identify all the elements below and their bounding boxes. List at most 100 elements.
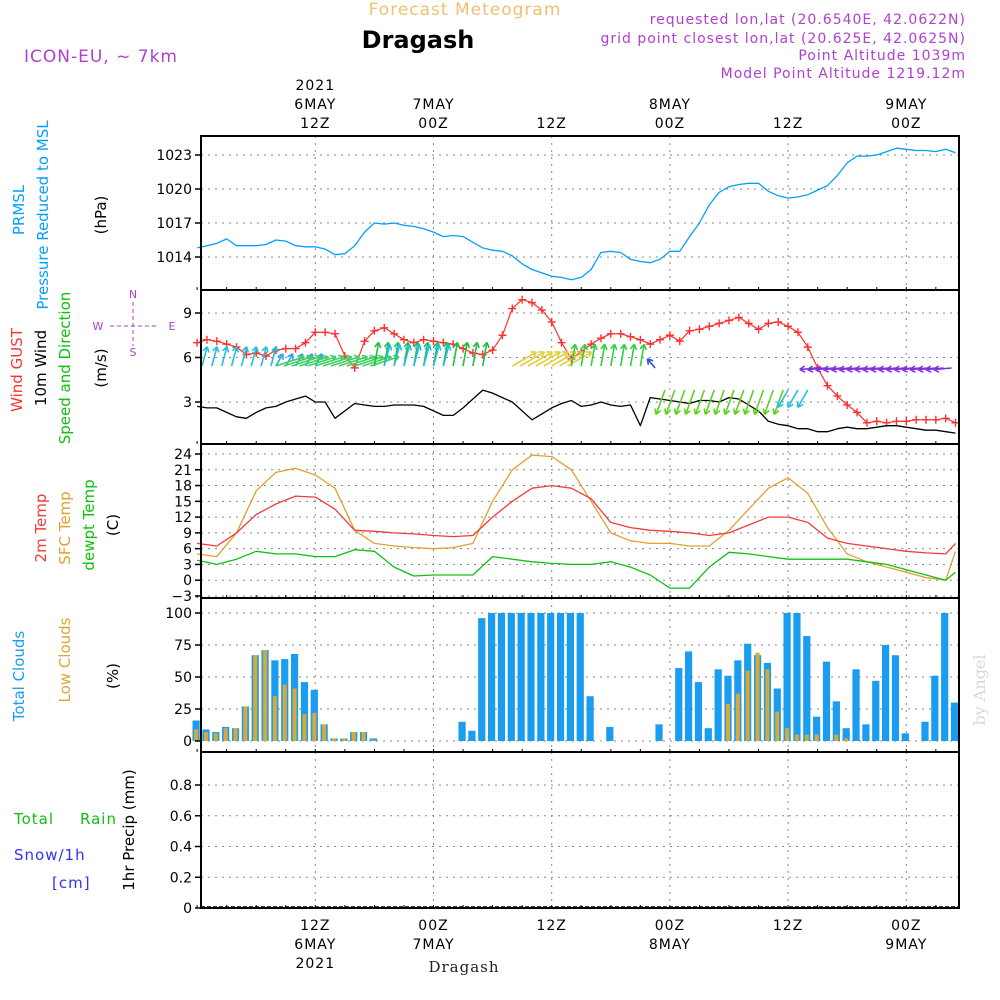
temp-panel-labels: 2m Temp SFC Temp dewpt Temp (C) (32, 479, 122, 570)
gust-marker (429, 337, 438, 346)
wind-arrow (580, 344, 586, 367)
y-tick-label: −3 (171, 589, 192, 605)
gust-marker (488, 346, 497, 355)
wind-arrow-head (683, 408, 691, 416)
wind-arrow-head (822, 365, 830, 373)
frame-layer (200, 135, 960, 909)
wind-speed-direction-label: Speed and Direction (56, 292, 74, 445)
y-tick-label: 18 (174, 479, 192, 495)
ms-unit-label: (m/s) (92, 348, 110, 387)
gust-marker (892, 417, 901, 426)
wind-arrow-head (222, 346, 230, 353)
wind-arrow (299, 355, 329, 367)
wind-arrow-head (277, 353, 284, 360)
wind-arrow-head (212, 346, 220, 353)
requested-coords: requested lon,lat (20.6540E, 42.0622N) (650, 12, 966, 28)
total-cloud-bar (891, 655, 900, 741)
compass-n: N (129, 288, 137, 301)
total-cloud-bar (832, 701, 840, 741)
wind-arrow-head (251, 346, 259, 353)
bottom-time-label: 00Z (891, 918, 921, 934)
wind-arrow-head (287, 353, 294, 360)
total-cloud-bar (931, 675, 939, 741)
wind-arrow (619, 344, 626, 367)
low-cloud-bar (804, 734, 809, 741)
wind-arrow (230, 346, 238, 367)
wind-arrow (570, 344, 577, 367)
gust-marker (518, 295, 527, 304)
low-clouds-label: Low Clouds (56, 617, 74, 702)
y-tick-label: 0 (183, 734, 192, 750)
gust-marker (390, 329, 399, 338)
wind-arrow-head (933, 365, 940, 373)
wind-arrow (422, 344, 431, 367)
top-time-label: 00Z (891, 116, 921, 132)
wind-arrow-head (231, 346, 240, 353)
y-tick-label: 15 (174, 494, 192, 510)
axis-layer: 1014101710201023369−30369121518212402550… (156, 78, 937, 972)
wind-arrow (211, 346, 218, 367)
bottom-time-label: 2021 (295, 956, 335, 972)
celsius-unit-label: (C) (104, 514, 122, 536)
wind-arrow (704, 389, 715, 415)
total-cloud-bar (606, 726, 614, 741)
gust-marker (912, 415, 921, 424)
gust-marker (419, 335, 428, 344)
wind-arrow (559, 351, 585, 367)
gust-marker (922, 415, 930, 424)
gust-marker (931, 415, 940, 424)
wind-arrow (240, 346, 248, 367)
wind-arrow (283, 355, 313, 367)
low-cloud-bar (322, 724, 327, 741)
wind-arrow-head (870, 365, 877, 373)
wind-arrow-head (570, 343, 579, 351)
gust-marker (331, 329, 339, 338)
bottom-time-label: 12Z (773, 918, 803, 934)
total-cloud-bar (547, 613, 555, 741)
wind-arrow (322, 355, 352, 367)
wind-arrow (275, 355, 305, 367)
wind-arrow-head (807, 365, 814, 373)
bottom-time-label: 6MAY (294, 937, 336, 953)
total-cloud-bar (872, 680, 880, 741)
cm-label: [cm] (52, 874, 91, 892)
top-time-label: 00Z (418, 116, 448, 132)
wind-arrow (383, 344, 391, 367)
wind-arrow-head (452, 341, 461, 349)
gust-marker (626, 332, 635, 341)
gust-marker (705, 322, 714, 331)
temp-2m-line (197, 484, 956, 555)
sfc-temp-label: SFC Temp (56, 491, 74, 564)
wind-arrow-head (394, 344, 403, 351)
y-tick-label: 9 (183, 306, 192, 322)
gust-marker (646, 340, 655, 349)
wind-arrow-head (271, 346, 279, 353)
gust-marker (823, 381, 832, 390)
wind-arrow-head (909, 365, 916, 373)
gust-marker (380, 323, 389, 332)
gust-marker (212, 337, 221, 346)
wind-arrow-head (639, 343, 648, 351)
wind-arrow (763, 389, 775, 415)
wind-arrow-head (846, 365, 853, 373)
wind-arrow (413, 344, 421, 367)
pressure-msl-label: Pressure Reduced to MSL (34, 120, 52, 310)
wind-arrow (639, 344, 645, 367)
total-cloud-bar (842, 728, 850, 741)
gust-marker (537, 306, 546, 315)
footer-location: Dragash (428, 958, 499, 976)
total-label: Total (13, 810, 54, 828)
bottom-time-label: 12Z (300, 918, 330, 934)
y-tick-label: 0 (183, 573, 192, 589)
model-altitude: Model Point Altitude 1219.12m (721, 66, 966, 82)
wind-arrow (403, 344, 411, 367)
low-cloud-bar (302, 714, 307, 741)
wind-arrow-head (917, 365, 924, 373)
low-cloud-bar (775, 711, 780, 741)
wind-arrow-head (830, 365, 837, 373)
total-cloud-bar (488, 613, 496, 741)
wind-arrow (543, 351, 569, 367)
wind-arrow-head (424, 344, 432, 351)
low-cloud-bar (203, 732, 208, 741)
low-cloud-bar (726, 703, 730, 741)
